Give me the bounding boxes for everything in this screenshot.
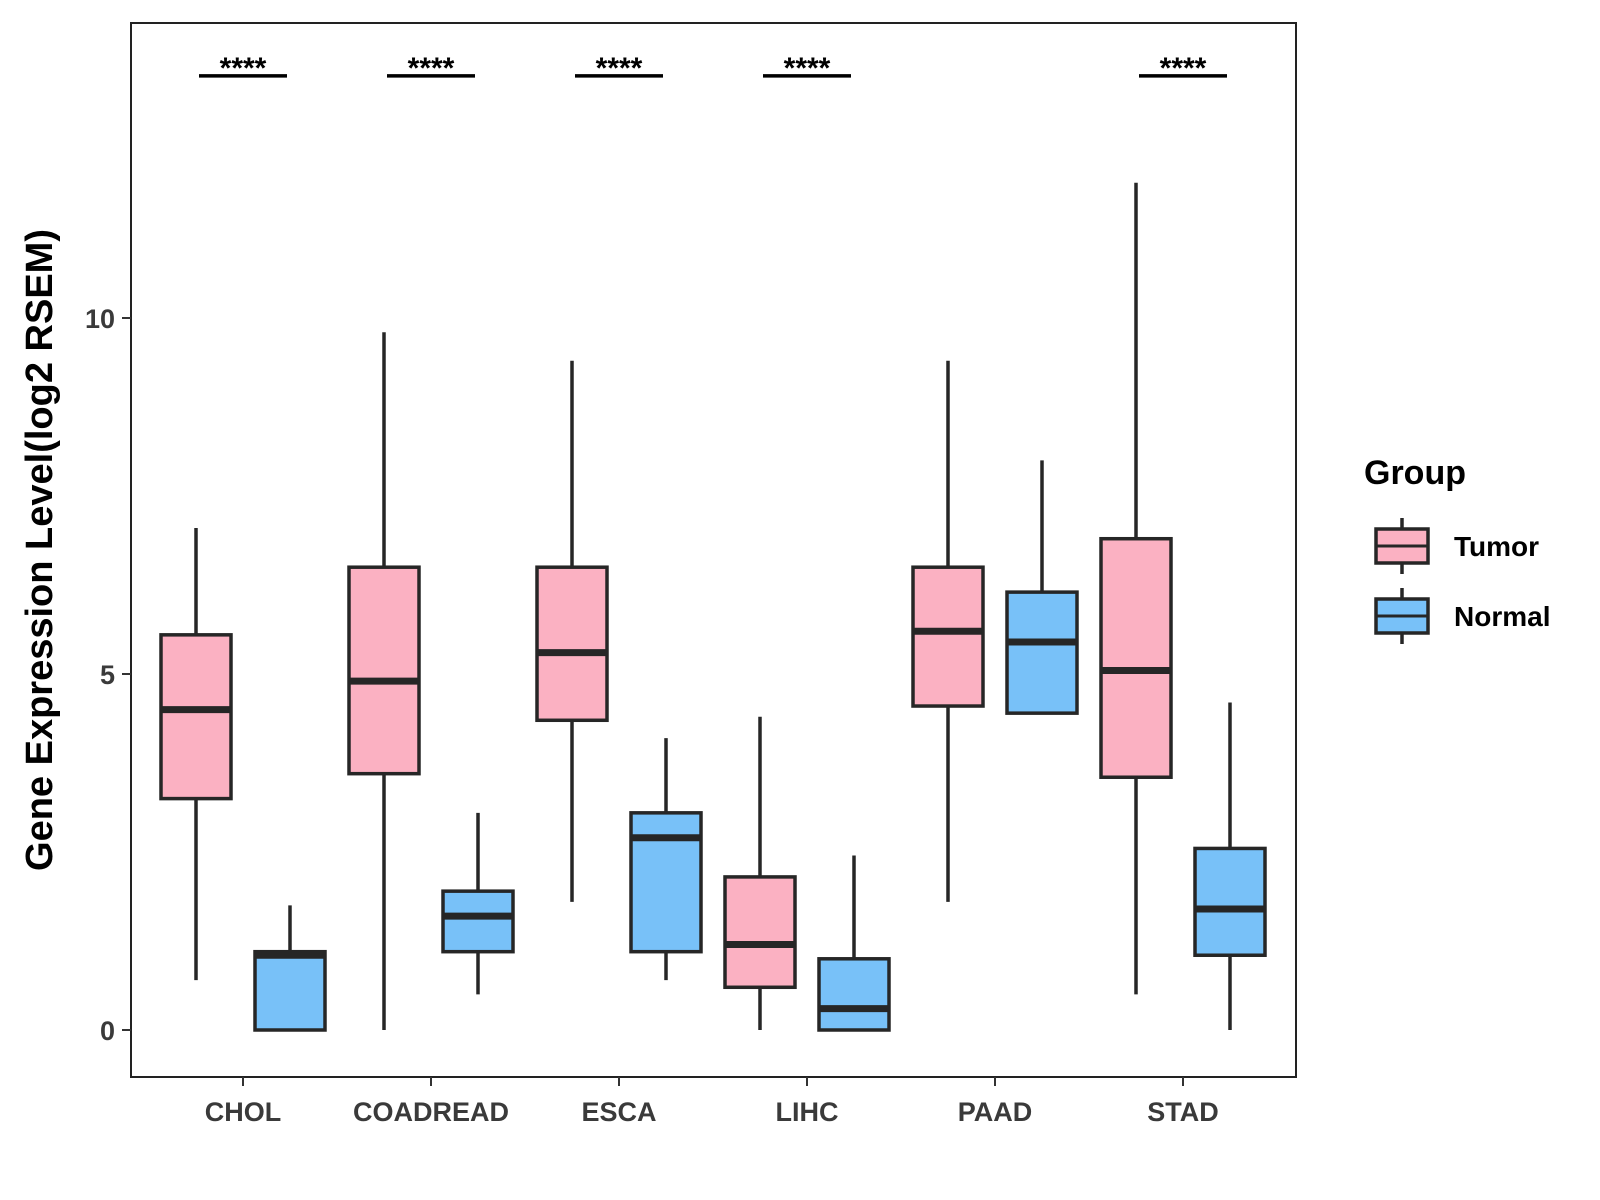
- box-body: [911, 565, 985, 708]
- x-tick-label: ESCA: [581, 1097, 656, 1127]
- box-body: [1005, 590, 1079, 715]
- box-tumor-paad: [911, 360, 985, 902]
- significance-label: ****: [1160, 52, 1207, 85]
- box-layer: [159, 182, 1267, 1032]
- legend-label: Tumor: [1454, 531, 1539, 562]
- box-normal-lihc: [817, 855, 891, 1032]
- box-body: [253, 949, 327, 1032]
- box-body: [441, 889, 515, 954]
- y-tick-label: 5: [100, 660, 115, 690]
- y-axis-title: Gene Expression Level(log2 RSEM): [19, 229, 61, 871]
- significance-label: ****: [784, 52, 831, 85]
- box-body: [159, 633, 233, 801]
- box-body: [1193, 846, 1267, 957]
- x-tick-label: STAD: [1147, 1097, 1219, 1127]
- legend-item-tumor: Tumor: [1374, 518, 1539, 574]
- box-body: [817, 957, 891, 1032]
- box-normal-coadread: [441, 812, 515, 995]
- box-body: [629, 811, 703, 954]
- x-tick-label: COADREAD: [353, 1097, 509, 1127]
- legend-item-normal: Normal: [1374, 588, 1550, 644]
- box-normal-chol: [253, 905, 327, 1032]
- box-tumor-coadread: [347, 332, 421, 1030]
- significance-label: ****: [596, 52, 643, 85]
- box-tumor-lihc: [723, 716, 797, 1030]
- x-tick-label: PAAD: [958, 1097, 1033, 1127]
- box-normal-esca: [629, 738, 703, 981]
- box-normal-stad: [1193, 702, 1267, 1030]
- x-axis: CHOL COADREAD ESCA LIHC PAAD STAD: [205, 1077, 1219, 1127]
- box-tumor-stad: [1099, 182, 1173, 995]
- significance-label: ****: [408, 52, 455, 85]
- box-body: [723, 875, 797, 990]
- significance-label: ****: [220, 52, 267, 85]
- y-tick-label: 10: [85, 304, 115, 334]
- box-normal-paad: [1005, 460, 1079, 715]
- box-tumor-esca: [535, 360, 609, 902]
- box-body: [1099, 536, 1173, 779]
- x-tick-label: LIHC: [776, 1097, 839, 1127]
- x-tick-label: CHOL: [205, 1097, 282, 1127]
- y-tick-label: 0: [100, 1016, 115, 1046]
- significance-layer: **** **** **** **** ****: [199, 52, 1227, 85]
- legend-title: Group: [1364, 454, 1466, 492]
- y-axis: 0 5 10: [85, 304, 131, 1046]
- box-tumor-chol: [159, 528, 233, 981]
- box-body: [347, 565, 421, 776]
- legend-label: Normal: [1454, 601, 1550, 632]
- legend: Group Tumor Normal: [1364, 454, 1550, 644]
- box-body: [535, 565, 609, 723]
